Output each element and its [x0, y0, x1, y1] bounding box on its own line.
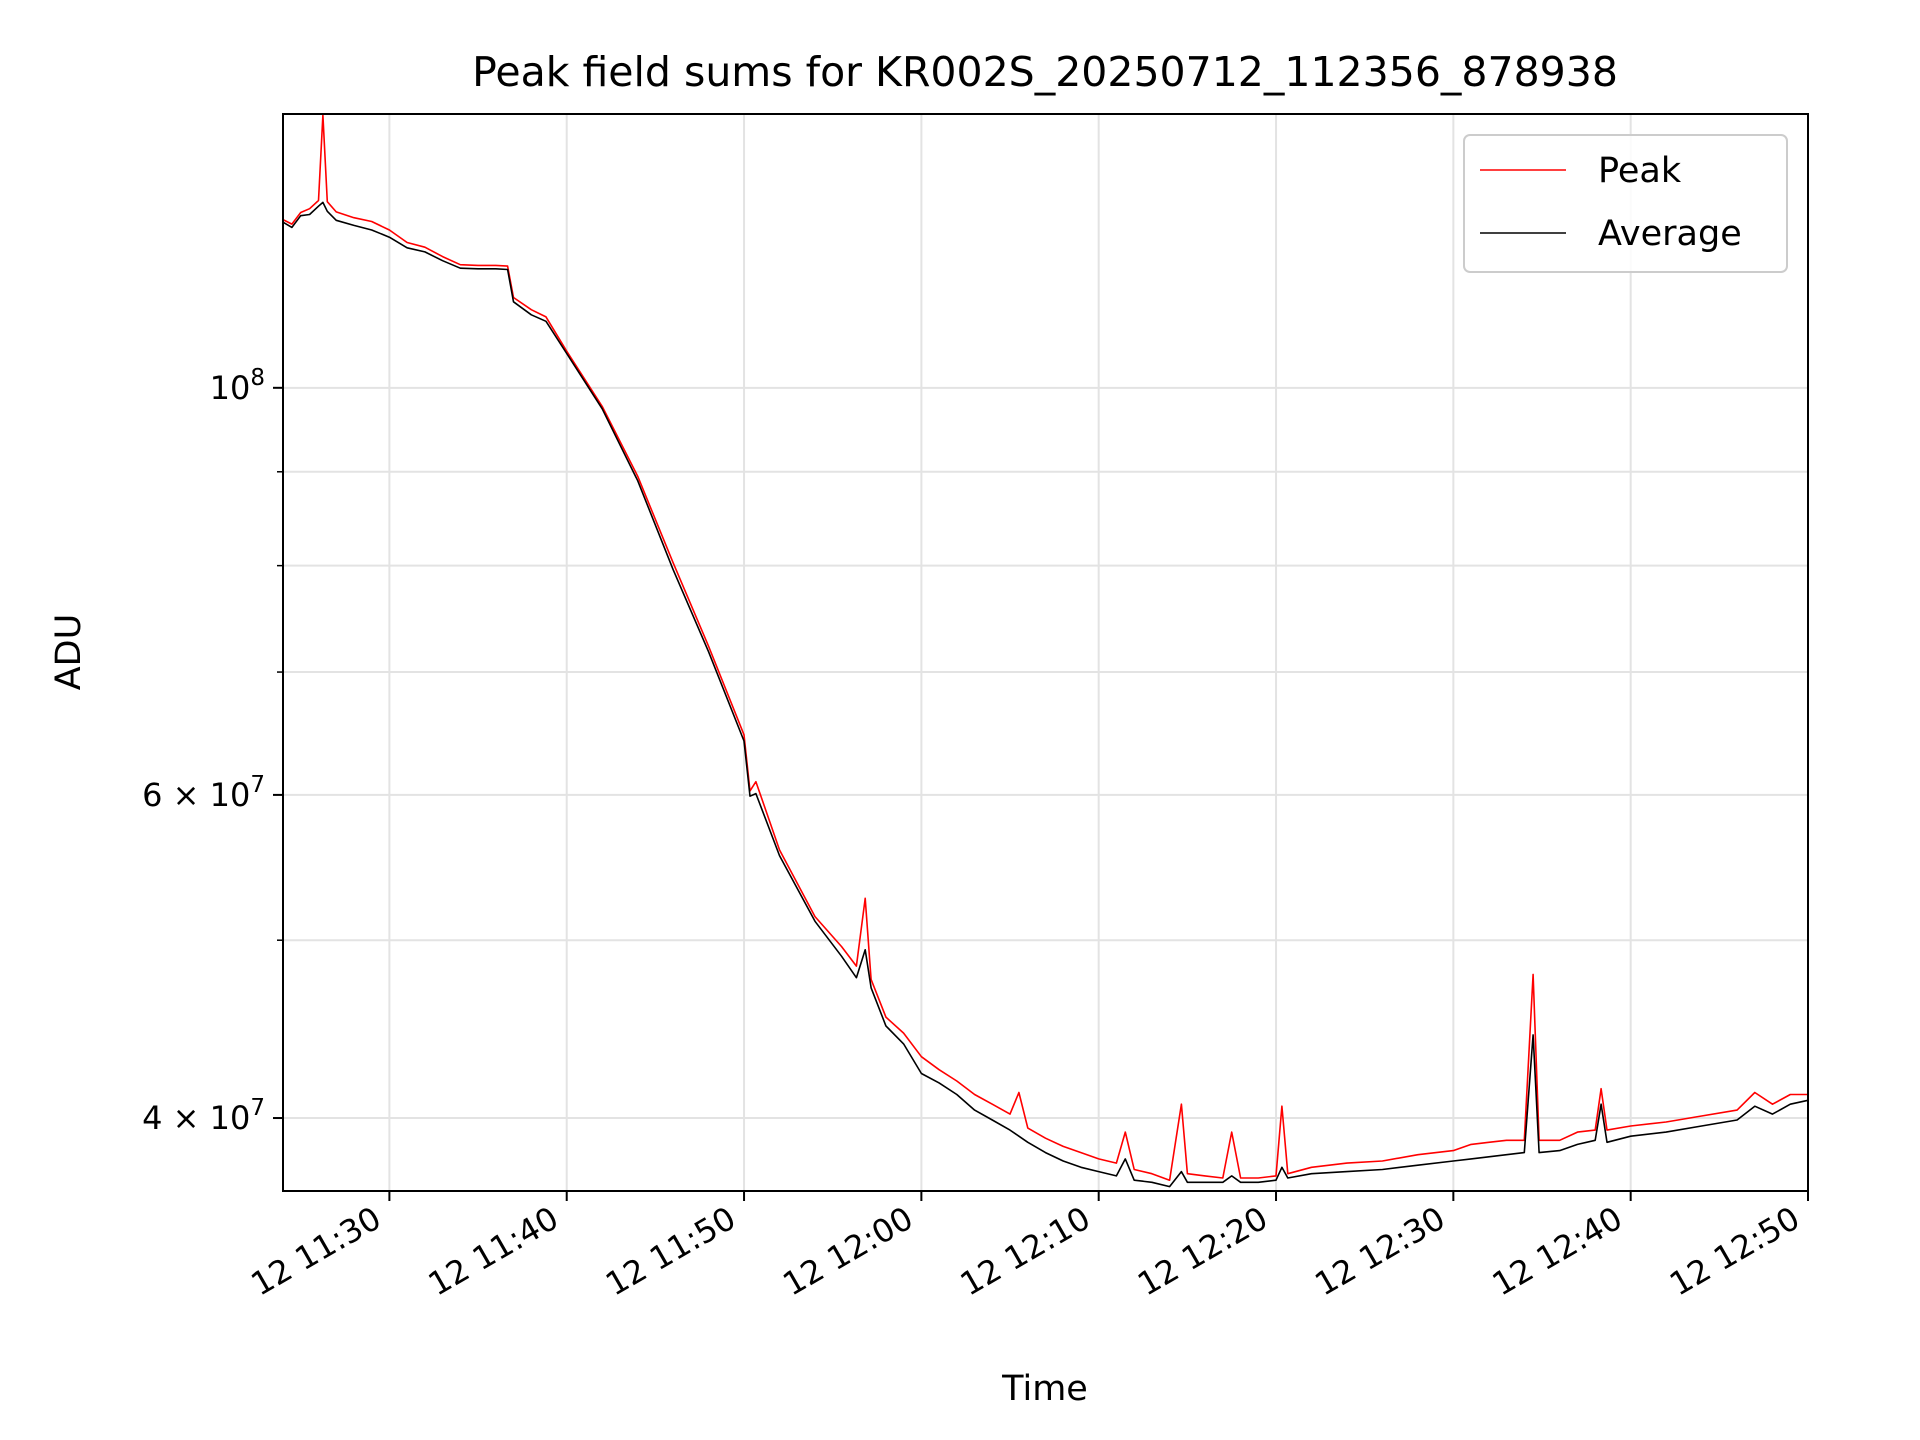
y-tick-label: 4 × 107 — [142, 1095, 265, 1137]
legend: Peak Average — [1463, 134, 1788, 273]
series-line-average — [282, 201, 1809, 1188]
y-tick-label: 108 — [210, 365, 265, 407]
y-tick-label-exponent: 8 — [250, 365, 265, 391]
y-tick-label-exponent: 7 — [250, 1095, 265, 1121]
plot-frame — [282, 113, 1809, 1192]
y-tick-label-base: 10 — [210, 369, 251, 407]
series-lines — [282, 114, 1809, 1188]
legend-label-average: Average — [1598, 214, 1742, 254]
y-tick-label-base: 4 × 10 — [142, 1099, 250, 1137]
y-tick-label-exponent: 7 — [250, 772, 265, 798]
x-axis-label: Time — [1001, 1369, 1088, 1409]
legend-label-peak: Peak — [1598, 151, 1682, 191]
y-axis-label: ADU — [49, 614, 89, 691]
series-line-peak — [282, 114, 1808, 1181]
y-tick-label-base: 6 × 10 — [142, 776, 250, 814]
chart-title: Peak field sums for KR002S_20250712_1123… — [472, 48, 1618, 96]
y-tick-label: 6 × 107 — [142, 772, 265, 814]
